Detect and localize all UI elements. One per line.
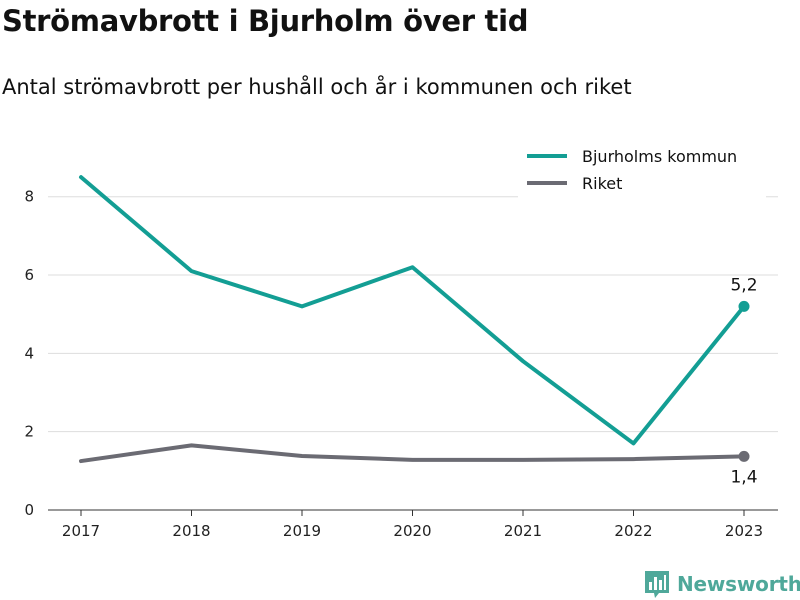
data-label: 1,4 bbox=[730, 467, 757, 487]
legend-label: Bjurholms kommun bbox=[582, 147, 737, 166]
x-tick-label: 2018 bbox=[172, 522, 210, 540]
y-tick-label: 4 bbox=[24, 344, 34, 362]
y-tick-label: 6 bbox=[24, 266, 34, 284]
data-label: 5,2 bbox=[730, 275, 757, 295]
series-end-point bbox=[738, 450, 750, 462]
legend-background bbox=[518, 140, 766, 198]
axes: 0 2 4 6 8 2017 2018 2019 2020 2021 2022 2023 bbox=[24, 188, 778, 540]
data-labels: 5,2 1,4 bbox=[730, 275, 757, 487]
series-lines bbox=[79, 175, 750, 464]
brand-logo: Newsworthy bbox=[643, 568, 800, 600]
x-tick-label: 2017 bbox=[62, 522, 100, 540]
brand-name: Newsworthy bbox=[677, 572, 800, 596]
legend: Bjurholms kommun Riket bbox=[518, 140, 766, 198]
bar-chart-logo-icon bbox=[645, 571, 669, 598]
x-tick-label: 2020 bbox=[393, 522, 431, 540]
y-tick-label: 2 bbox=[24, 423, 34, 441]
legend-label: Riket bbox=[582, 174, 622, 193]
x-tick-label: 2019 bbox=[283, 522, 321, 540]
y-tick-label: 0 bbox=[24, 501, 34, 519]
x-tick-label: 2021 bbox=[504, 522, 542, 540]
x-tick-label: 2022 bbox=[614, 522, 652, 540]
y-tick-label: 8 bbox=[24, 188, 34, 206]
chart-subtitle: Antal strömavbrott per hushåll och år i … bbox=[2, 75, 632, 99]
series-end-point bbox=[738, 300, 750, 312]
series-line-kommun bbox=[79, 175, 746, 446]
chart-title: Strömavbrott i Bjurholm över tid bbox=[2, 4, 529, 38]
gridlines bbox=[48, 196, 778, 433]
x-tick-label: 2023 bbox=[725, 522, 763, 540]
series-line-riket bbox=[79, 443, 746, 464]
